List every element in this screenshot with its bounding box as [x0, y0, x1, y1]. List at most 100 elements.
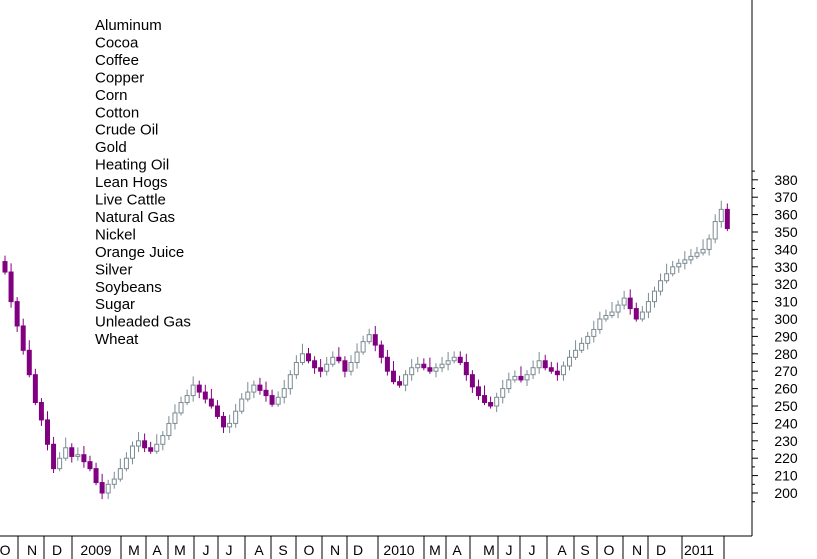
legend-item: Live Cattle — [95, 192, 166, 209]
candle-down — [69, 447, 75, 457]
x-tick-label: A — [254, 542, 264, 558]
legend-item: Silver — [95, 261, 133, 278]
candle-up — [682, 259, 688, 264]
y-tick-label: 310 — [774, 294, 798, 310]
candle-down — [208, 398, 214, 407]
x-tick-label: J — [529, 542, 536, 558]
candle-down — [196, 384, 202, 393]
candle-up — [585, 335, 591, 344]
candle-up — [445, 360, 451, 365]
candle-up — [172, 412, 178, 424]
candle-down — [306, 353, 311, 362]
candle-up — [639, 311, 645, 320]
y-tick-label: 380 — [774, 172, 798, 188]
x-tick-label: A — [557, 542, 567, 558]
x-tick-label: N — [27, 542, 37, 558]
y-tick-label: 320 — [774, 276, 798, 292]
candle-up — [712, 221, 718, 240]
candle-up — [451, 356, 457, 362]
candle-up — [597, 318, 603, 330]
legend-item: Soybeans — [95, 279, 162, 296]
candle-up — [354, 351, 360, 363]
x-tick-label: J — [506, 542, 513, 558]
candle-down — [372, 334, 378, 346]
x-tick-label: O — [304, 542, 315, 558]
candle-down — [263, 389, 269, 397]
legend-item: Corn — [95, 87, 128, 104]
candle-down — [518, 375, 524, 381]
y-tick-label: 210 — [774, 468, 798, 484]
candle-down — [421, 363, 427, 369]
candle-down — [81, 454, 87, 463]
x-tick-label: O — [604, 542, 615, 558]
candle-down — [397, 381, 403, 386]
candle-down — [384, 356, 390, 372]
x-tick-label: 2009 — [80, 542, 111, 558]
legend-item: Coffee — [95, 52, 139, 69]
y-tick-label: 340 — [774, 241, 798, 257]
candle-up — [403, 374, 409, 386]
legend-item: Cocoa — [95, 34, 139, 51]
candle-down — [202, 391, 208, 400]
legend-item: Copper — [95, 69, 144, 86]
candle-down — [469, 374, 475, 388]
candle-up — [439, 363, 445, 369]
candle-up — [676, 262, 682, 268]
candle-up — [366, 334, 372, 343]
x-tick-label: 2010 — [383, 542, 414, 558]
x-tick-label: M — [483, 542, 495, 558]
x-tick-label: J — [203, 542, 210, 558]
y-tick-label: 270 — [774, 363, 798, 379]
candle-up — [360, 341, 366, 353]
legend-item: Sugar — [95, 296, 135, 313]
candle-up — [105, 483, 111, 494]
candle-up — [409, 367, 415, 376]
candle-up — [536, 360, 542, 369]
candle-down — [269, 395, 275, 405]
candles-layer — [2, 200, 730, 500]
x-tick-label: N — [330, 542, 340, 558]
x-tick-label: S — [580, 542, 589, 558]
y-tick-label: 330 — [774, 259, 798, 275]
candle-down — [51, 443, 57, 470]
candle-up — [330, 356, 336, 365]
y-tick-label: 230 — [774, 433, 798, 449]
legend: AluminumCocoaCoffeeCopperCornCottonCrude… — [95, 17, 191, 348]
y-tick-label: 240 — [774, 415, 798, 431]
candle-up — [579, 342, 585, 351]
axes-layer: 2002102202302402502602702802903003103203… — [0, 0, 798, 559]
candle-up — [57, 457, 63, 470]
candle-down — [214, 405, 220, 417]
y-tick-label: 220 — [774, 450, 798, 466]
legend-item: Lean Hogs — [95, 174, 168, 191]
candle-up — [694, 252, 700, 257]
candle-up — [348, 362, 354, 372]
candle-down — [488, 402, 494, 407]
candle-down — [548, 367, 554, 372]
candle-up — [63, 447, 69, 459]
x-tick-label: D — [353, 542, 363, 558]
candle-up — [433, 367, 439, 372]
candle-up — [573, 349, 579, 358]
candle-up — [609, 311, 615, 317]
candle-down — [378, 344, 384, 358]
legend-item: Natural Gas — [95, 209, 175, 226]
y-tick-label: 370 — [774, 189, 798, 205]
candle-up — [190, 384, 196, 397]
candle-down — [463, 362, 469, 376]
candle-up — [415, 363, 421, 369]
candle-down — [99, 482, 105, 494]
candle-up — [500, 388, 506, 398]
candle-down — [724, 208, 730, 230]
candle-up — [700, 248, 706, 254]
x-tick-label: A — [452, 542, 462, 558]
candle-down — [633, 308, 639, 320]
candle-up — [293, 362, 299, 376]
candle-up — [154, 443, 160, 452]
candle-down — [554, 370, 560, 376]
candle-up — [651, 290, 657, 303]
candle-down — [312, 360, 318, 369]
candle-down — [482, 395, 488, 404]
candle-up — [184, 395, 190, 404]
